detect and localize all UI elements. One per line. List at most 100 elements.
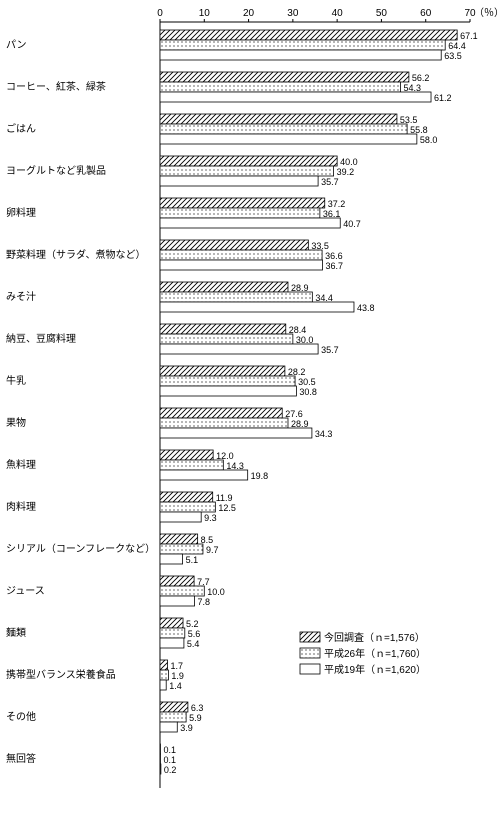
legend-label: 平成19年（ｎ=1,620） — [324, 663, 426, 676]
category-label: コーヒー、紅茶、緑茶 — [6, 80, 106, 93]
bar-value: 10.0 — [207, 587, 225, 597]
bar-value: 40.0 — [340, 157, 358, 167]
bar-value: 39.2 — [337, 167, 355, 177]
category-label: ヨーグルトなど乳製品 — [6, 164, 106, 177]
bar — [160, 334, 293, 344]
bar-value: 63.5 — [444, 51, 462, 61]
x-tick-label: 30 — [287, 8, 299, 19]
category-label: シリアル（コーンフレークなど） — [6, 543, 155, 555]
bar — [160, 114, 397, 124]
legend-swatch — [300, 648, 320, 658]
bar-value: 5.4 — [187, 639, 200, 649]
bar-value: 7.7 — [197, 577, 210, 587]
bar — [160, 660, 168, 670]
bar-value: 53.5 — [400, 115, 418, 125]
bar — [160, 722, 177, 732]
bar-value: 30.5 — [298, 377, 316, 387]
legend-label: 今回調査（ｎ=1,576） — [324, 631, 425, 644]
x-tick-label: 0 — [157, 8, 163, 19]
category-label: みそ汁 — [6, 290, 36, 303]
bar-value: 40.7 — [343, 219, 361, 229]
bar-value: 9.3 — [204, 513, 217, 523]
category-label: 牛乳 — [6, 374, 26, 387]
bar — [160, 628, 185, 638]
x-tick-label: 20 — [243, 8, 255, 19]
bar — [160, 366, 285, 376]
bar — [160, 260, 323, 270]
bar — [160, 166, 334, 176]
bar — [160, 82, 400, 92]
bar — [160, 344, 318, 354]
bar — [160, 502, 215, 512]
bar-value: 64.4 — [448, 41, 466, 51]
bar — [160, 764, 161, 774]
bar — [160, 30, 457, 40]
bar-value: 19.8 — [251, 471, 269, 481]
bar — [160, 586, 204, 596]
bar-value: 35.7 — [321, 345, 339, 355]
bar-value: 0.2 — [164, 765, 177, 775]
bar — [160, 712, 186, 722]
legend-label: 平成26年（ｎ=1,760） — [324, 647, 426, 660]
bar — [160, 282, 288, 292]
bar-value: 12.0 — [216, 451, 234, 461]
bar-value: 36.6 — [325, 251, 343, 261]
bar-value: 35.7 — [321, 177, 339, 187]
bar — [160, 250, 322, 260]
bar-value: 54.3 — [403, 83, 421, 93]
bar — [160, 576, 194, 586]
category-label: 麵類 — [6, 627, 26, 639]
bar — [160, 596, 195, 606]
bar-value: 27.6 — [285, 409, 303, 419]
bar — [160, 92, 431, 102]
bar-value: 36.1 — [323, 209, 341, 219]
bar-value: 7.8 — [198, 597, 211, 607]
bar-value: 0.1 — [163, 755, 176, 765]
bar — [160, 72, 409, 82]
bar — [160, 554, 183, 564]
bar-value: 58.0 — [420, 135, 438, 145]
bar — [160, 702, 188, 712]
category-label: 携帯型バランス栄養食品 — [6, 668, 116, 681]
bar — [160, 418, 288, 428]
bar — [160, 292, 312, 302]
bar — [160, 198, 325, 208]
bar — [160, 386, 296, 396]
bar-value: 30.8 — [299, 387, 317, 397]
bar-value: 5.9 — [189, 713, 202, 723]
bar-value: 5.2 — [186, 619, 199, 629]
bar-value: 6.3 — [191, 703, 204, 713]
x-tick-label: 50 — [376, 8, 388, 19]
x-tick-label: 60 — [420, 8, 432, 19]
bar — [160, 680, 166, 690]
bar-value: 28.9 — [291, 419, 309, 429]
bar — [160, 218, 340, 228]
bar-value: 56.2 — [412, 73, 430, 83]
bar-value: 67.1 — [460, 31, 478, 41]
bar — [160, 208, 320, 218]
bar — [160, 376, 295, 386]
category-label: 納豆、豆腐料理 — [6, 332, 76, 345]
bar-value: 28.4 — [289, 325, 307, 335]
bar — [160, 618, 183, 628]
bar — [160, 324, 286, 334]
bar-value: 55.8 — [410, 125, 428, 135]
bar-value: 36.7 — [326, 261, 344, 271]
bar-value: 34.4 — [315, 293, 333, 303]
bar-value: 8.5 — [201, 535, 214, 545]
bar-value: 12.5 — [218, 503, 236, 513]
category-label: ごはん — [6, 122, 36, 135]
bar — [160, 670, 168, 680]
bar-value: 1.4 — [169, 681, 182, 691]
bar — [160, 40, 445, 50]
category-label: 無回答 — [6, 752, 36, 765]
bar — [160, 50, 441, 60]
category-label: 野菜料理（サラダ、煮物など） — [6, 248, 146, 261]
category-label: 卵料理 — [6, 206, 36, 219]
bar — [160, 492, 213, 502]
bar — [160, 638, 184, 648]
bar-value: 30.0 — [296, 335, 314, 345]
category-label: ジュース — [6, 586, 45, 597]
bar — [160, 124, 407, 134]
bar — [160, 176, 318, 186]
